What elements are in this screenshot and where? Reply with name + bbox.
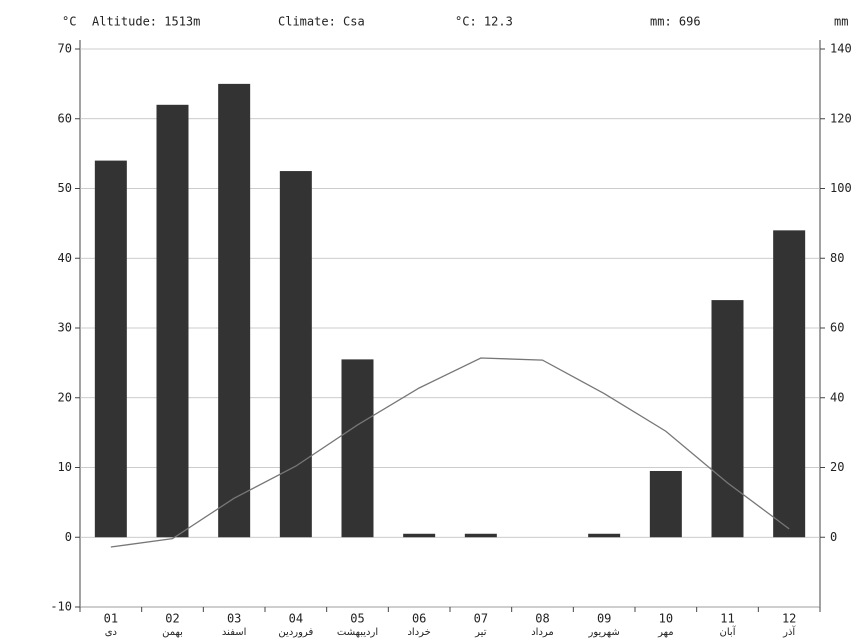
y-tick-label: 0	[65, 530, 72, 544]
climate: Climate: Csa	[278, 15, 365, 29]
x-tick-label: 09	[597, 612, 611, 626]
y-tick-label: 70	[58, 42, 72, 56]
precip-bar	[588, 533, 621, 538]
month-name: آذر	[782, 625, 796, 638]
mean-temp: °C: 12.3	[455, 15, 513, 29]
y2-tick-label: 100	[830, 181, 852, 195]
month-name: تیر	[474, 627, 487, 638]
x-tick-label: 08	[535, 612, 549, 626]
x-tick-label: 01	[104, 612, 118, 626]
x-tick-label: 12	[782, 612, 796, 626]
x-tick-label: 05	[350, 612, 364, 626]
y2-tick-label: 40	[830, 390, 844, 404]
x-tick-label: 06	[412, 612, 426, 626]
precip-bar	[649, 470, 682, 538]
left-unit: °C	[62, 15, 76, 29]
precip-bar	[279, 171, 312, 538]
altitude: Altitude: 1513m	[92, 15, 200, 29]
right-unit: mm	[834, 15, 848, 29]
month-name: آبان	[720, 625, 737, 638]
month-name: شهریور	[588, 627, 620, 638]
x-tick-label: 02	[165, 612, 179, 626]
precip-bar	[94, 160, 127, 538]
y2-tick-label: 20	[830, 460, 844, 474]
x-tick-label: 11	[720, 612, 734, 626]
temp-line	[110, 357, 790, 548]
x-tick-label: 03	[227, 612, 241, 626]
month-name: فروردین	[278, 627, 313, 638]
x-tick-label: 07	[474, 612, 488, 626]
x-tick-label: 04	[289, 612, 303, 626]
month-name: دی	[105, 627, 117, 638]
y-tick-label: 10	[58, 460, 72, 474]
month-name: اسفند	[222, 627, 246, 638]
y2-tick-label: 140	[830, 42, 852, 56]
month-name: بهمن	[162, 627, 183, 638]
month-name: اردیبهشت	[337, 627, 378, 638]
y2-tick-label: 0	[830, 530, 837, 544]
precip-bar	[773, 230, 806, 538]
precip-bar	[464, 533, 497, 538]
y-tick-label: 20	[58, 390, 72, 404]
y-tick-label: -10	[50, 600, 72, 614]
precip-bar	[403, 533, 436, 538]
y-tick-label: 50	[58, 181, 72, 195]
y-tick-label: 60	[58, 111, 72, 125]
y2-tick-label: 120	[830, 111, 852, 125]
precip-bar	[341, 359, 374, 538]
precip-bar	[711, 300, 744, 538]
precip-bar	[156, 104, 189, 538]
month-name: مرداد	[531, 627, 554, 638]
total-precip: mm: 696	[650, 15, 701, 29]
month-name: مهر	[657, 627, 673, 638]
y-tick-label: 30	[58, 321, 72, 335]
precip-bar	[218, 83, 251, 538]
month-name: خرداد	[407, 627, 430, 638]
y2-tick-label: 80	[830, 251, 844, 265]
y2-tick-label: 60	[830, 321, 844, 335]
x-tick-label: 10	[659, 612, 673, 626]
y-tick-label: 40	[58, 251, 72, 265]
